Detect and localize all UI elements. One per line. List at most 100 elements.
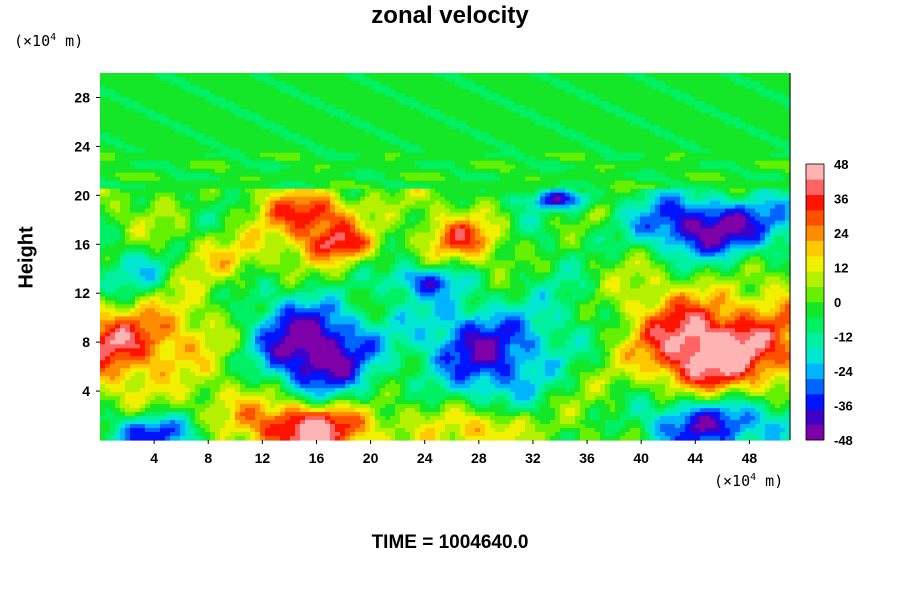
heatmap-cell [295,228,301,234]
heatmap-cell [140,208,146,214]
heatmap-cell [225,136,231,142]
heatmap-cell [235,132,241,138]
heatmap-cell [200,220,206,226]
heatmap-cell [200,224,206,230]
heatmap-cell [110,148,116,154]
heatmap-cell [275,320,281,325]
heatmap-cell [125,416,131,421]
heatmap-cell [250,132,256,138]
heatmap-cell [165,288,171,293]
heatmap-cell [160,408,166,413]
heatmap-cell [255,192,261,198]
heatmap-cell [350,368,356,373]
heatmap-cell [110,392,116,397]
heatmap-cell [110,188,116,194]
heatmap-cell [190,232,196,238]
heatmap-cell [310,412,316,417]
heatmap-cell [205,380,211,385]
heatmap-cell [200,400,206,405]
heatmap-cell [335,100,341,106]
heatmap-cell [235,428,241,433]
heatmap-cell [120,240,126,246]
heatmap-cell [125,404,131,409]
heatmap-cell [260,212,266,218]
heatmap-cell [305,232,311,238]
heatmap-cell [165,76,171,82]
heatmap-cell [220,76,226,82]
heatmap-cell [185,92,191,98]
heatmap-cell [290,380,296,385]
heatmap-cell [355,216,361,222]
heatmap-cell [355,144,361,150]
heatmap-cell [350,420,356,425]
heatmap-cell [235,92,241,98]
heatmap-cell [335,136,341,142]
heatmap-cell [105,148,111,154]
heatmap-cell [205,192,211,198]
heatmap-cell [185,172,191,178]
heatmap-cell [195,396,201,401]
heatmap-cell [250,432,256,437]
heatmap-cell [300,92,306,98]
heatmap-cell [175,388,181,393]
heatmap-cell [240,428,246,433]
heatmap-cell [340,140,346,146]
heatmap-cell [235,256,241,262]
heatmap-cell [265,368,271,373]
heatmap-cell [205,312,211,317]
heatmap-cell [240,160,246,166]
heatmap-cell [345,380,351,385]
heatmap-cell [205,88,211,94]
heatmap-cell [260,92,266,98]
heatmap-cell [330,160,336,166]
heatmap-cell [190,128,196,134]
heatmap-cell [320,328,326,333]
heatmap-cell [205,144,211,150]
heatmap-cell [210,388,216,393]
heatmap-cell [130,328,136,333]
heatmap-cell [280,356,286,361]
heatmap-cell [300,232,306,238]
heatmap-cell [250,188,256,194]
heatmap-cell [170,392,176,397]
heatmap-cell [155,220,161,226]
heatmap-cell [205,300,211,305]
heatmap-cell [265,324,271,329]
heatmap-cell [250,424,256,429]
heatmap-cell [240,136,246,142]
heatmap-cell [295,73,301,78]
heatmap-cell [235,388,241,393]
heatmap-cell [265,148,271,154]
heatmap-cell [150,272,156,278]
heatmap-cell [315,244,321,250]
heatmap-cell [230,236,236,242]
heatmap-cell [205,368,211,373]
heatmap-cell [330,152,336,158]
heatmap-cell [120,148,126,154]
heatmap-cell [195,320,201,325]
heatmap-cell [120,80,126,86]
heatmap-cell [245,92,251,98]
heatmap-cell [235,400,241,405]
heatmap-cell [240,344,246,349]
heatmap-cell [185,340,191,345]
heatmap-cell [180,184,186,190]
heatmap-cell [220,432,226,437]
heatmap-cell [120,432,126,437]
heatmap-cell [220,324,226,329]
heatmap-cell [140,316,146,321]
heatmap-cell [355,108,361,114]
heatmap-cell [215,84,221,90]
heatmap-cell [325,276,331,282]
heatmap-cell [315,204,321,210]
heatmap-cell [210,316,216,321]
heatmap-cell [135,168,141,174]
heatmap-cell [325,336,331,341]
heatmap-cell [295,240,301,246]
heatmap-cell [325,312,331,317]
heatmap-cell [135,428,141,433]
heatmap-cell [115,404,121,409]
heatmap-cell [285,276,291,282]
heatmap-cell [225,432,231,437]
heatmap-cell [300,436,306,441]
